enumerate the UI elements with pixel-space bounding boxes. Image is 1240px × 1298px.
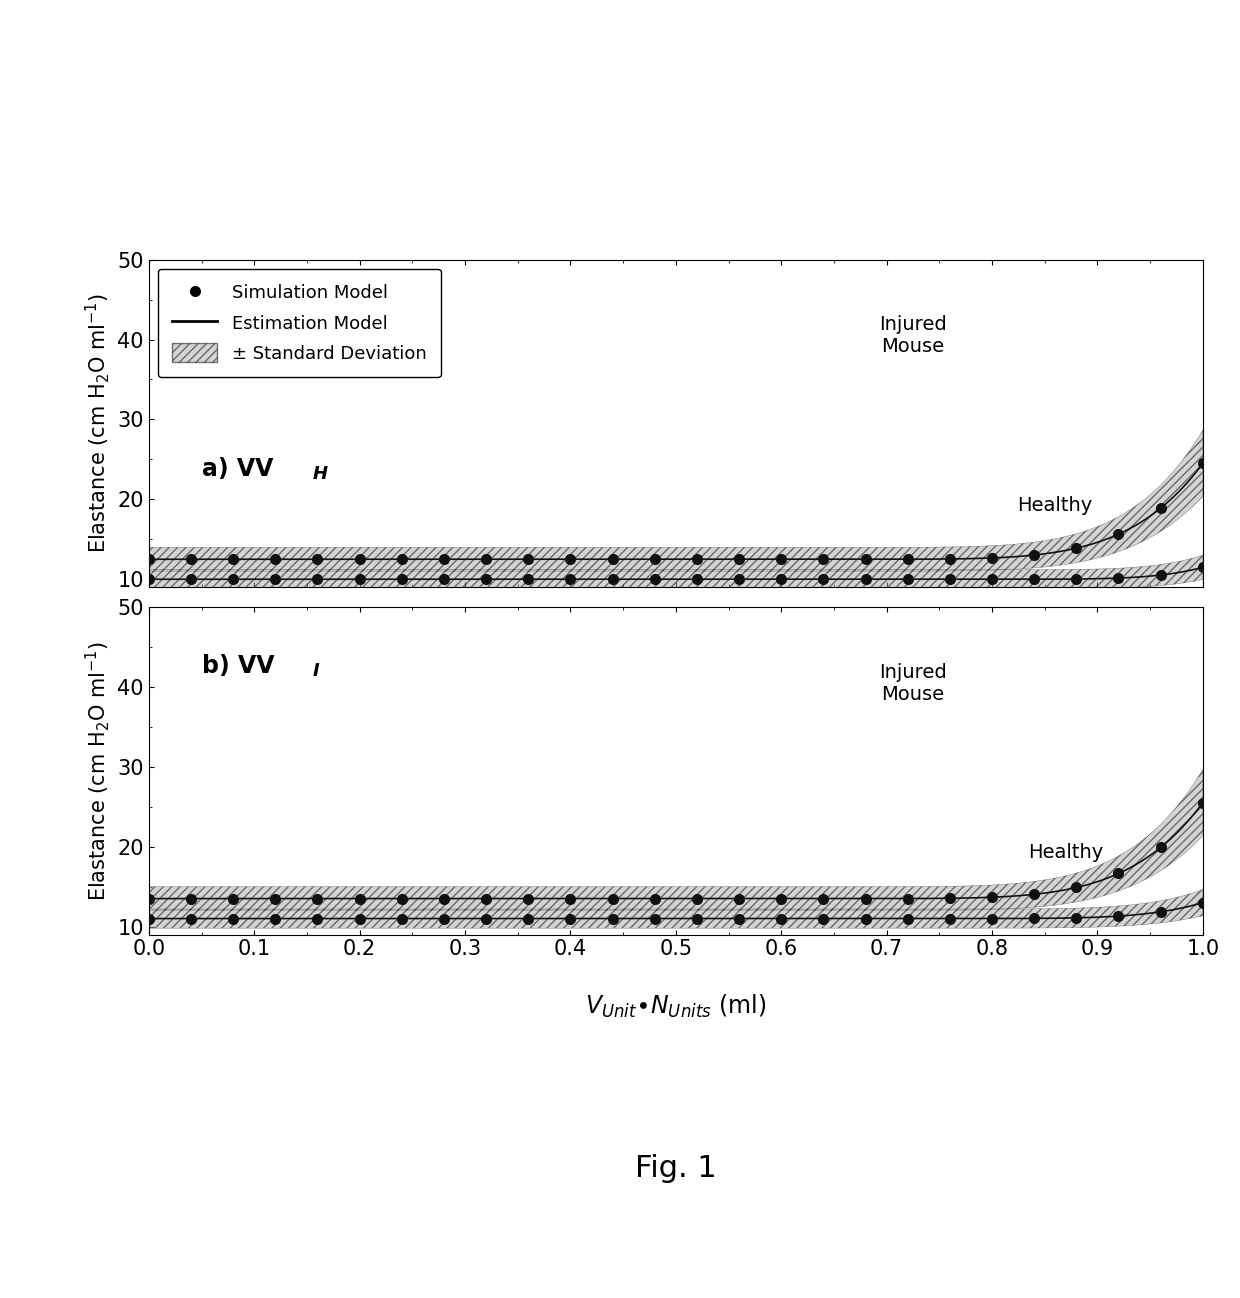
Text: Healthy: Healthy [1018, 496, 1092, 515]
Y-axis label: Elastance (cm H$_2$O ml$^{-1}$): Elastance (cm H$_2$O ml$^{-1}$) [83, 641, 112, 901]
Text: Injured
Mouse: Injured Mouse [879, 315, 947, 356]
Text: Healthy: Healthy [1028, 844, 1104, 862]
Text: b) VV: b) VV [201, 654, 274, 678]
Y-axis label: Elastance (cm H$_2$O ml$^{-1}$): Elastance (cm H$_2$O ml$^{-1}$) [83, 293, 112, 553]
Text: I: I [312, 662, 319, 680]
Text: Injured
Mouse: Injured Mouse [879, 662, 947, 704]
Text: $V_{Unit}{\bullet}N_{Units}$ (ml): $V_{Unit}{\bullet}N_{Units}$ (ml) [585, 993, 766, 1020]
Text: Fig. 1: Fig. 1 [635, 1154, 717, 1182]
Legend: Simulation Model, Estimation Model, ± Standard Deviation: Simulation Model, Estimation Model, ± St… [157, 269, 441, 378]
Text: a) VV: a) VV [201, 457, 273, 482]
Text: H: H [312, 465, 327, 483]
